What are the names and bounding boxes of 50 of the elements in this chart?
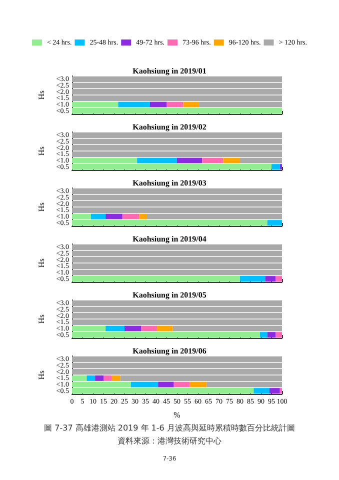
bar (139, 214, 147, 220)
bar (157, 326, 173, 332)
x-axis-title: % (174, 410, 181, 420)
chart-title: Kaohsiung in 2019/05 (132, 290, 206, 300)
bar (202, 158, 224, 164)
bar (118, 102, 150, 108)
bar (240, 276, 266, 282)
y-axis-title: Hs (36, 90, 46, 100)
bar (177, 158, 202, 164)
bar (106, 214, 122, 220)
bar (276, 332, 282, 338)
bar (183, 102, 200, 108)
bar (166, 102, 184, 108)
bar (267, 332, 276, 338)
bar (269, 388, 280, 394)
bar (104, 375, 112, 381)
bar (112, 375, 120, 381)
bar (95, 375, 104, 381)
y-axis-title: Hs (36, 202, 46, 212)
bar (260, 332, 268, 338)
y-axis-title: Hs (36, 314, 46, 324)
y-axis-title: Hs (36, 370, 46, 380)
bar (265, 276, 276, 282)
chart-title: Kaohsiung in 2019/01 (132, 66, 206, 76)
bar (124, 326, 142, 332)
bar (158, 382, 174, 388)
bar (122, 214, 140, 220)
bar (190, 382, 206, 388)
chart-title: Kaohsiung in 2019/06 (132, 346, 206, 356)
bar (150, 102, 166, 108)
bar (272, 164, 280, 170)
y-axis-title: Hs (36, 258, 46, 268)
bar (174, 382, 190, 388)
chart-title: Kaohsiung in 2019/02 (132, 122, 206, 132)
bar (72, 276, 240, 282)
source-note: 資料來源：港灣技術研究中心 (118, 436, 222, 446)
bar (141, 326, 158, 332)
bar (106, 326, 124, 332)
caption: 圖 7-37 高雄港測站 2019 年 1-6 月波高與延時累積時數百分比統計圖 (44, 424, 295, 432)
bar (276, 276, 282, 282)
bar (137, 158, 177, 164)
bar (130, 382, 158, 388)
bar (86, 375, 96, 381)
bar (223, 158, 240, 164)
chart-title: Kaohsiung in 2019/04 (132, 234, 206, 244)
y-axis-title: Hs (36, 146, 46, 156)
chart-title: Kaohsiung in 2019/03 (132, 178, 206, 188)
bar (267, 220, 282, 226)
bar (254, 388, 270, 394)
bar (90, 214, 106, 220)
